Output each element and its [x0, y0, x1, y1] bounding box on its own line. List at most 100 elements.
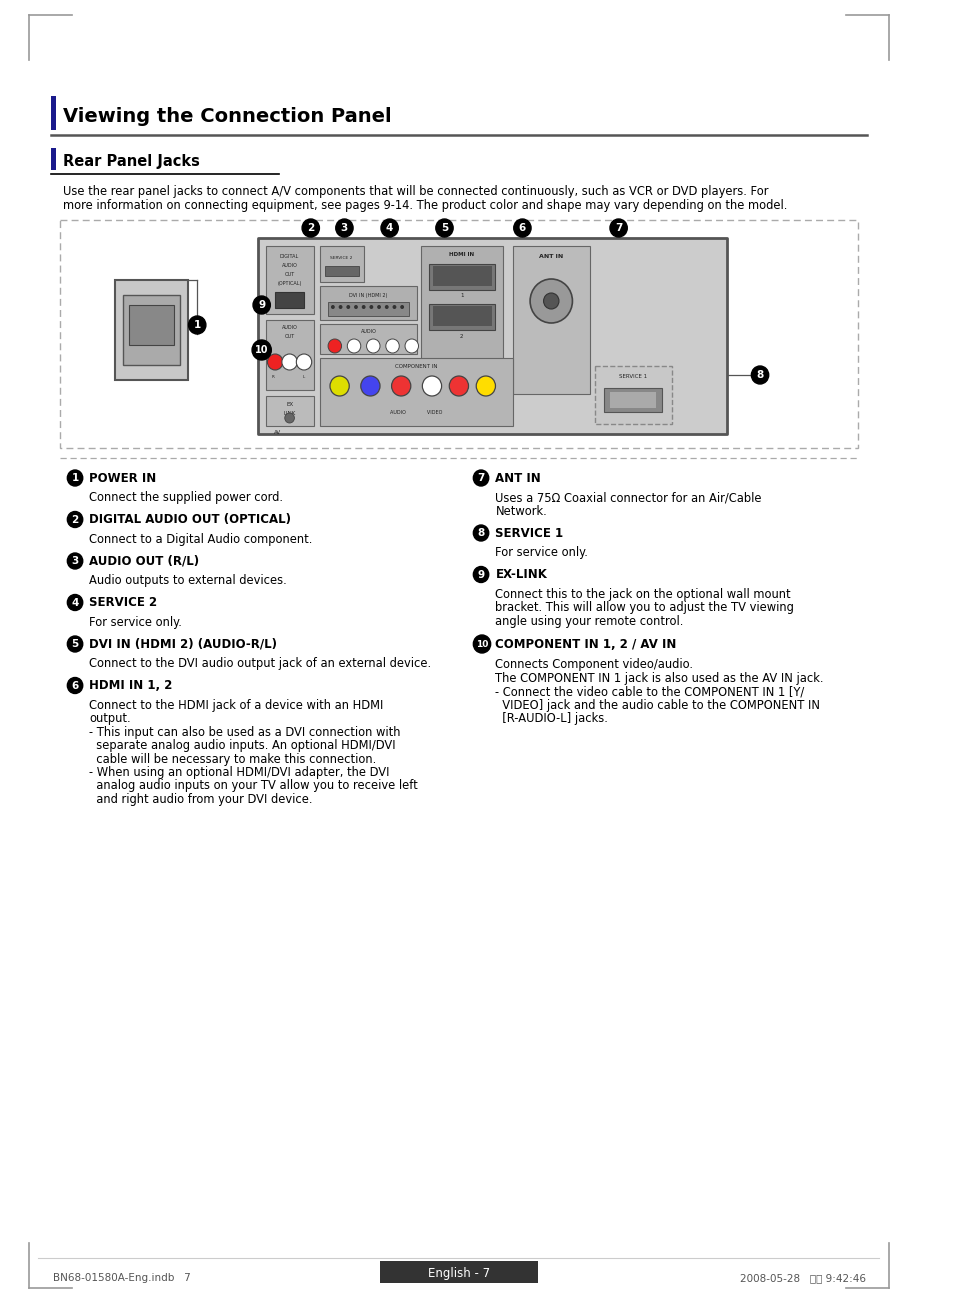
Text: L: L — [302, 375, 305, 379]
Circle shape — [361, 305, 365, 309]
Text: AUDIO: AUDIO — [360, 328, 376, 334]
Circle shape — [530, 279, 572, 323]
Bar — [129, 305, 174, 345]
Text: 2: 2 — [307, 223, 314, 233]
Bar — [257, 238, 726, 434]
Circle shape — [391, 377, 411, 396]
Circle shape — [253, 296, 270, 314]
Circle shape — [405, 339, 418, 353]
Circle shape — [366, 339, 379, 353]
Circle shape — [302, 219, 319, 237]
Text: 9: 9 — [258, 300, 265, 310]
Text: Audio outputs to external devices.: Audio outputs to external devices. — [90, 575, 287, 586]
Bar — [51, 96, 55, 130]
Circle shape — [281, 354, 297, 370]
Text: 3: 3 — [340, 223, 348, 233]
Bar — [379, 1261, 537, 1283]
Text: Connects Component video/audio.: Connects Component video/audio. — [495, 658, 693, 671]
Bar — [320, 324, 416, 354]
Text: AUDIO: AUDIO — [281, 324, 297, 330]
Circle shape — [68, 636, 83, 652]
Text: DIGITAL: DIGITAL — [279, 254, 299, 259]
Circle shape — [335, 219, 353, 237]
Text: AUDIO              VIDEO: AUDIO VIDEO — [390, 410, 442, 414]
Text: EX: EX — [286, 403, 293, 407]
Text: OUT: OUT — [284, 272, 294, 278]
Text: Rear Panel Jacks: Rear Panel Jacks — [64, 154, 200, 168]
Bar — [421, 246, 502, 394]
Text: POWER IN: POWER IN — [90, 472, 156, 485]
Text: output.: output. — [90, 711, 131, 724]
Text: The COMPONENT IN 1 jack is also used as the AV IN jack.: The COMPONENT IN 1 jack is also used as … — [495, 671, 823, 684]
Text: 6: 6 — [518, 223, 525, 233]
Text: [R-AUDIO-L] jacks.: [R-AUDIO-L] jacks. — [495, 711, 608, 724]
Circle shape — [514, 219, 531, 237]
Text: (OPTICAL): (OPTICAL) — [277, 281, 301, 285]
Circle shape — [400, 305, 404, 309]
Text: SERVICE 1: SERVICE 1 — [495, 526, 563, 539]
Text: - This input can also be used as a DVI connection with: - This input can also be used as a DVI c… — [90, 726, 400, 739]
Text: 8: 8 — [756, 370, 762, 380]
Text: COMPONENT IN 1, 2 / AV IN: COMPONENT IN 1, 2 / AV IN — [495, 637, 676, 650]
Text: COMPONENT IN: COMPONENT IN — [395, 364, 437, 369]
Circle shape — [330, 377, 349, 396]
Text: SERVICE 2: SERVICE 2 — [330, 255, 353, 261]
Text: 1: 1 — [459, 293, 463, 298]
Bar — [320, 246, 363, 281]
Text: 5: 5 — [71, 638, 78, 649]
Circle shape — [422, 377, 441, 396]
Text: Connect to the DVI audio output jack of an external device.: Connect to the DVI audio output jack of … — [90, 657, 431, 670]
Bar — [115, 280, 188, 380]
Text: SERVICE 1: SERVICE 1 — [618, 374, 646, 379]
Text: - Connect the video cable to the COMPONENT IN 1 [Y/: - Connect the video cable to the COMPONE… — [495, 685, 804, 698]
Text: cable will be necessary to make this connection.: cable will be necessary to make this con… — [90, 753, 376, 765]
Text: EX-LINK: EX-LINK — [495, 568, 547, 581]
Text: 2: 2 — [71, 515, 78, 525]
Text: - When using an optional HDMI/DVI adapter, the DVI: - When using an optional HDMI/DVI adapte… — [90, 766, 390, 779]
Text: BN68-01580A-Eng.indb   7: BN68-01580A-Eng.indb 7 — [52, 1273, 191, 1283]
Bar — [429, 265, 495, 291]
Bar — [429, 304, 495, 330]
Text: HDMI IN: HDMI IN — [449, 251, 474, 257]
Bar — [60, 220, 858, 448]
Text: bracket. This will allow you to adjust the TV viewing: bracket. This will allow you to adjust t… — [495, 601, 794, 614]
Circle shape — [189, 317, 206, 334]
Circle shape — [609, 219, 627, 237]
Text: more information on connecting equipment, see pages 9-14. The product color and : more information on connecting equipment… — [64, 199, 787, 212]
Circle shape — [68, 512, 83, 528]
Circle shape — [385, 339, 399, 353]
Text: 10: 10 — [254, 345, 268, 354]
Circle shape — [68, 678, 83, 693]
Text: ANT IN: ANT IN — [495, 472, 540, 485]
Circle shape — [543, 293, 558, 309]
Bar — [320, 358, 513, 426]
Text: Network.: Network. — [495, 504, 547, 517]
Circle shape — [473, 635, 490, 653]
Text: 9: 9 — [477, 569, 484, 580]
Bar — [609, 392, 656, 408]
Circle shape — [267, 354, 282, 370]
Text: LINK: LINK — [283, 410, 295, 416]
Text: 5: 5 — [440, 223, 448, 233]
Text: 10: 10 — [476, 640, 488, 649]
Circle shape — [296, 354, 312, 370]
Text: and right audio from your DVI device.: and right audio from your DVI device. — [90, 794, 313, 807]
Circle shape — [473, 470, 488, 486]
Text: Viewing the Connection Panel: Viewing the Connection Panel — [64, 107, 392, 125]
Text: R: R — [272, 375, 274, 379]
Circle shape — [68, 470, 83, 486]
Circle shape — [331, 305, 335, 309]
Text: 7: 7 — [476, 473, 484, 483]
Bar — [265, 246, 314, 314]
Text: For service only.: For service only. — [495, 546, 588, 559]
Text: For service only.: For service only. — [90, 615, 182, 628]
Circle shape — [436, 219, 453, 237]
Circle shape — [473, 525, 488, 541]
Text: ANT IN: ANT IN — [538, 254, 563, 259]
Text: Connect to the HDMI jack of a device with an HDMI: Connect to the HDMI jack of a device wit… — [90, 698, 383, 711]
Text: SERVICE 2: SERVICE 2 — [90, 595, 157, 609]
Text: 7: 7 — [615, 223, 621, 233]
Text: Uses a 75Ω Coaxial connector for an Air/Cable: Uses a 75Ω Coaxial connector for an Air/… — [495, 491, 761, 504]
Bar — [325, 266, 358, 276]
Circle shape — [392, 305, 395, 309]
